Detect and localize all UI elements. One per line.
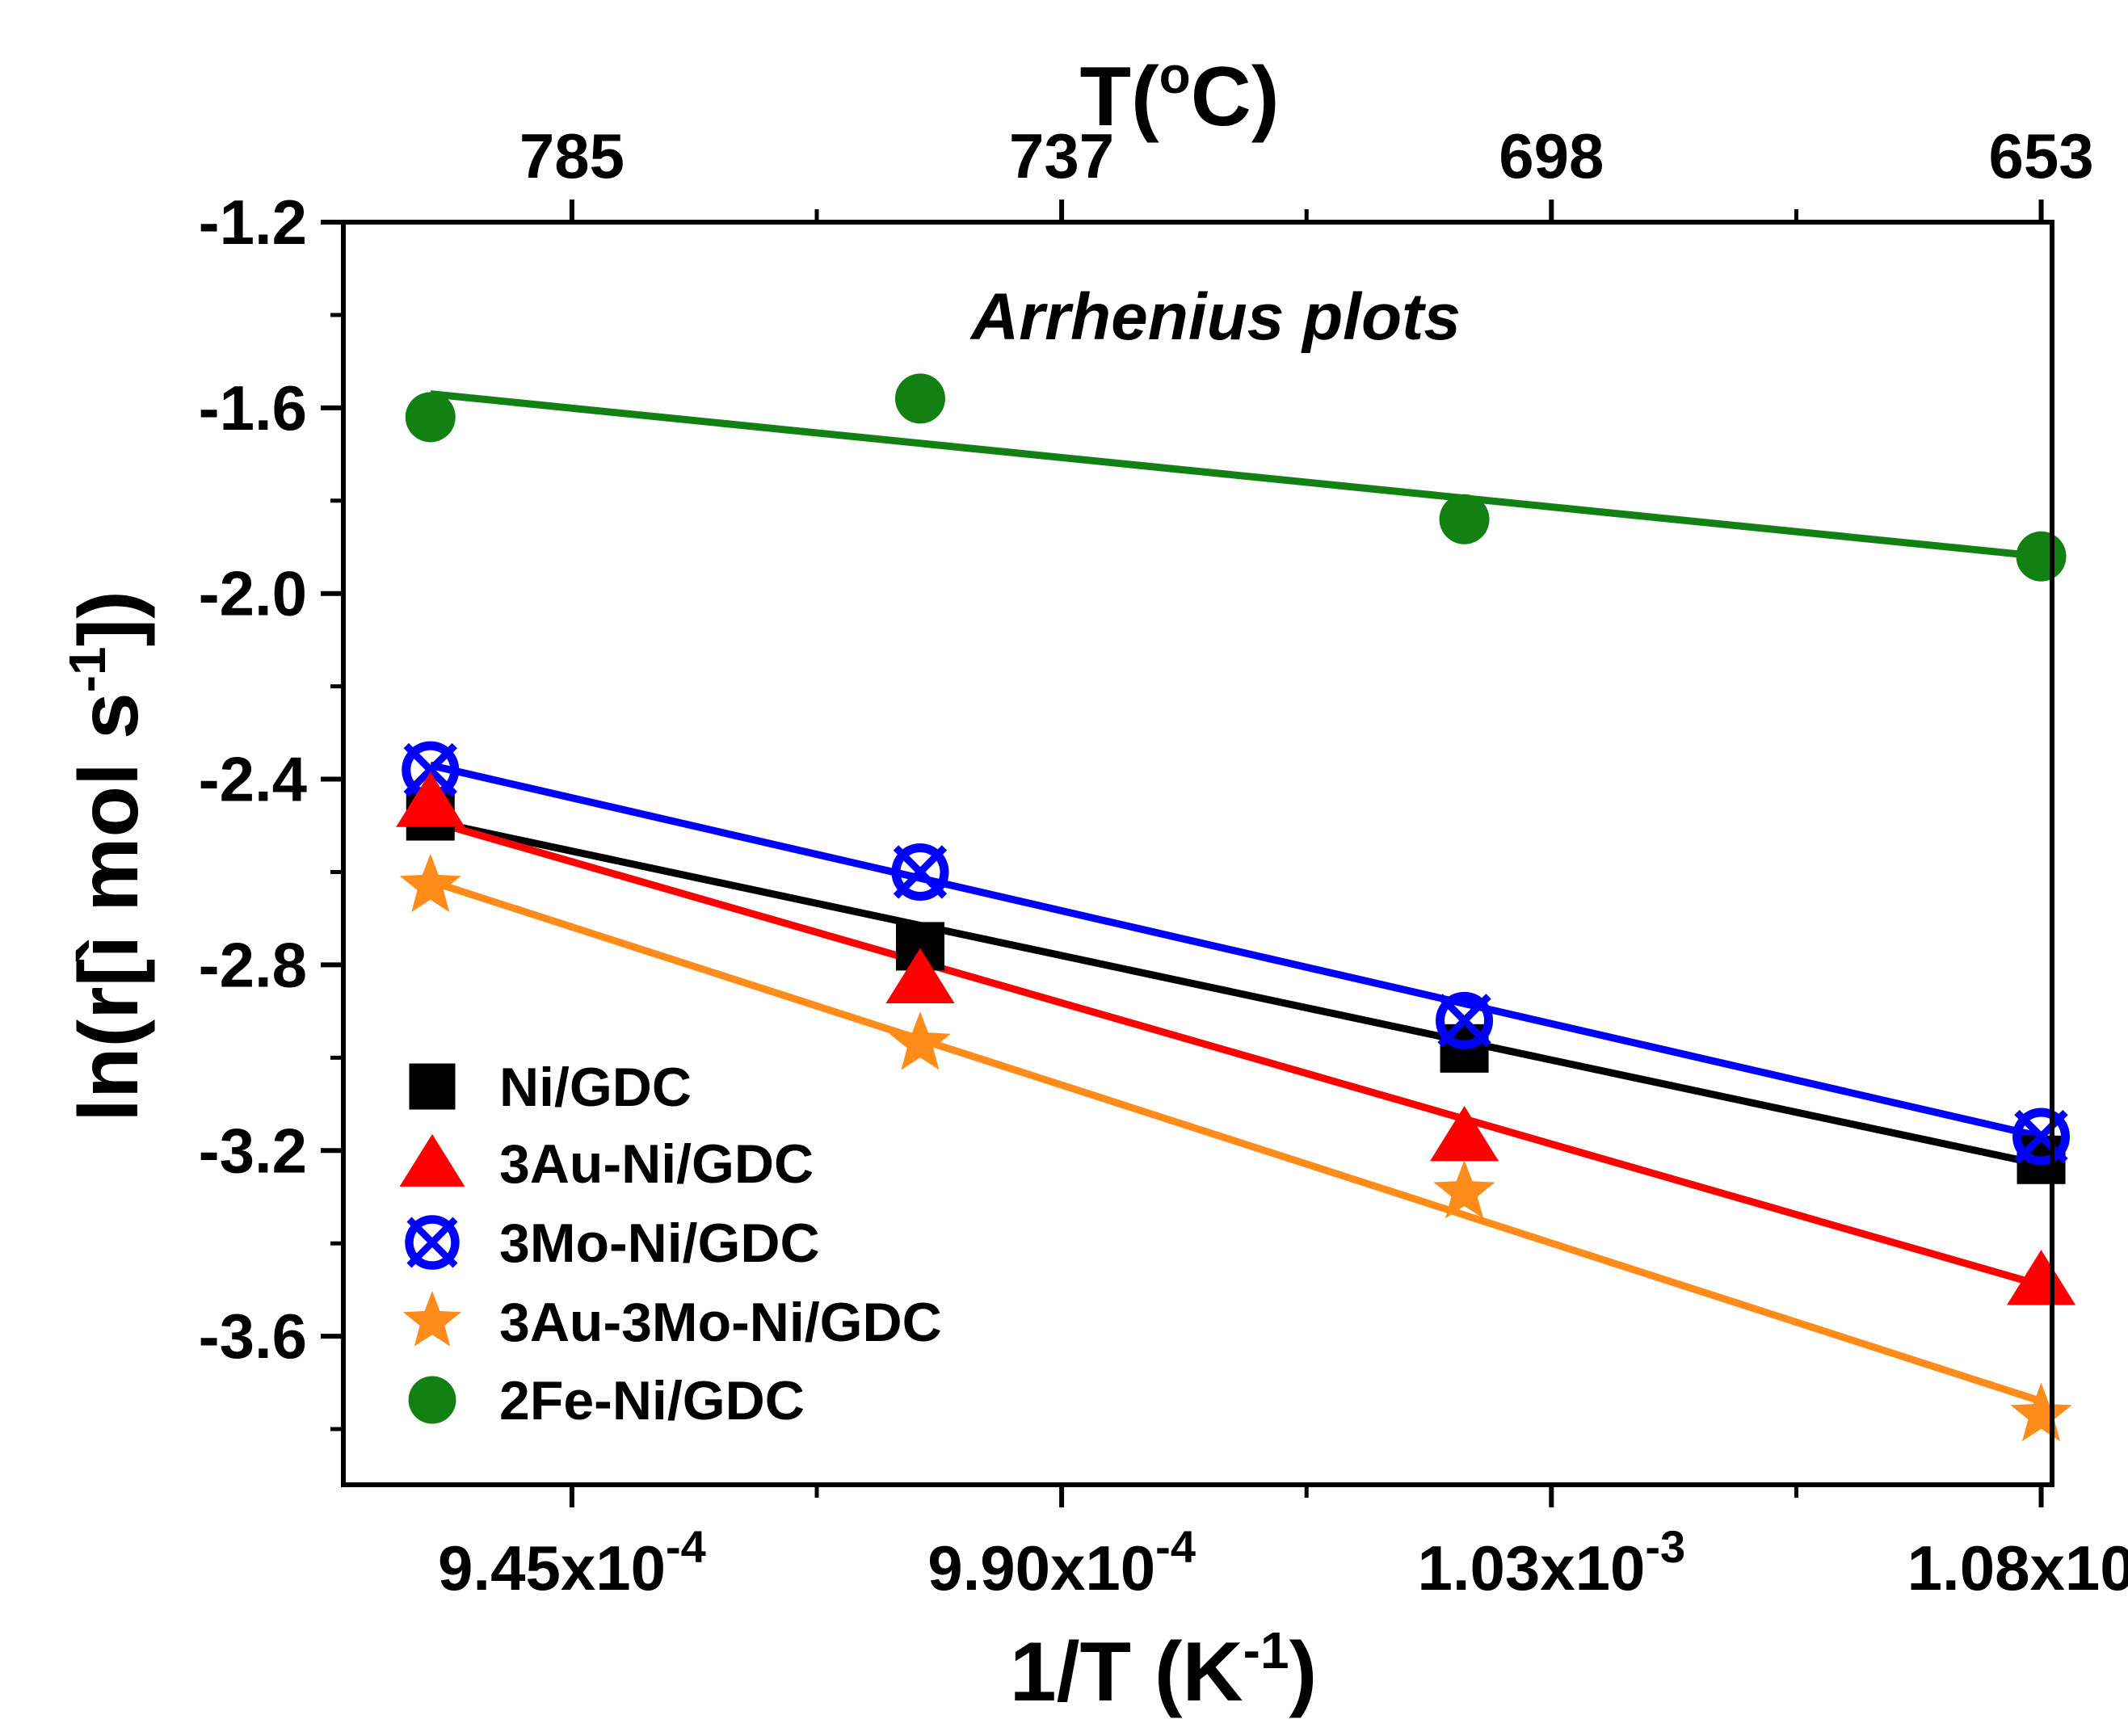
axis-ticks <box>321 200 2044 1507</box>
data-point <box>1436 991 1494 1049</box>
legend-label: 3Au-Ni/GDC <box>499 1133 814 1195</box>
legend-marker-shape <box>399 1133 465 1187</box>
fit-line <box>429 817 2042 1168</box>
data-point-shape <box>885 948 955 1004</box>
data-point <box>2010 1382 2072 1442</box>
x-axis-title: 1/T (K-1) <box>1010 1621 1317 1719</box>
y-tick-label: -1.2 <box>199 187 307 258</box>
data-point-shape <box>1429 1106 1499 1162</box>
top-axis-title: T(oC) <box>1079 46 1279 144</box>
fit-line <box>429 817 2042 1289</box>
y-tick-label: -1.6 <box>199 372 307 443</box>
data-point-shape <box>2006 1250 2076 1305</box>
legend-marker <box>409 1063 456 1110</box>
legend-label: Ni/GDC <box>499 1057 692 1118</box>
data-point-shape <box>396 771 465 827</box>
x-tick-label: 1.08x10-3 <box>1907 1521 2128 1604</box>
top-tick-label: 785 <box>519 120 625 191</box>
y-tick-label: -2.8 <box>199 929 307 1000</box>
top-tick-label: 737 <box>1009 120 1114 191</box>
fit-line <box>429 761 2042 1141</box>
data-markers <box>396 373 2076 1442</box>
legend-marker <box>408 1376 456 1424</box>
data-point <box>889 1011 951 1070</box>
fit-line <box>429 877 2042 1405</box>
tick-labels: -1.2 -1.6 -2.0 -2.4 -2.8 -3.2 -3.6 9.45x10-4 9.9… <box>199 120 2128 1604</box>
data-point <box>1429 1106 1499 1162</box>
top-tick-label: 653 <box>1988 120 2093 191</box>
data-point <box>2016 531 2067 582</box>
y-tick-label: -3.6 <box>199 1301 307 1372</box>
data-point-shape <box>399 853 461 913</box>
data-point <box>399 853 461 913</box>
data-point-shape <box>2016 531 2067 582</box>
data-point <box>396 771 465 827</box>
legend-marker-shape <box>402 1291 462 1347</box>
data-point-shape <box>894 373 945 424</box>
legend-marker <box>405 1215 460 1270</box>
y-tick-label: -2.0 <box>199 558 307 629</box>
legend: Ni/GDC 3Au-Ni/GDC 3Mo-Ni/GDC 3Au-3Mo-Ni/GDC… <box>399 1057 942 1431</box>
arrhenius-annotation: Arrhenius plots <box>969 280 1461 354</box>
data-point-cross <box>893 845 948 899</box>
data-point-shape <box>1433 1160 1495 1219</box>
legend-marker <box>402 1291 462 1347</box>
legend-marker <box>399 1133 465 1187</box>
plot-frame <box>341 220 2054 1487</box>
data-point <box>2012 1108 2071 1166</box>
data-point <box>894 373 945 424</box>
data-point-shape <box>889 1011 951 1070</box>
data-point-cross <box>1437 994 1491 1048</box>
top-tick-label: 698 <box>1499 120 1604 191</box>
data-point <box>405 392 456 443</box>
legend-marker-ring <box>405 1215 460 1270</box>
legend-marker-cross <box>406 1217 458 1268</box>
data-point-ring <box>2012 1108 2071 1166</box>
fit-line <box>430 390 2042 561</box>
data-point-shape <box>405 392 456 443</box>
x-tick-label: 9.90x10-4 <box>927 1521 1196 1604</box>
data-point <box>1439 494 1490 544</box>
data-point-cross <box>2014 1109 2068 1164</box>
data-point <box>2006 1250 2076 1305</box>
legend-label: 2Fe-Ni/GDC <box>499 1370 805 1431</box>
x-tick-label: 1.03x10-3 <box>1417 1521 1685 1604</box>
data-point <box>885 948 955 1004</box>
legend-marker-shape <box>408 1376 456 1424</box>
fit-lines <box>429 390 2042 1405</box>
data-point-ring <box>1436 991 1494 1049</box>
data-point <box>1433 1160 1495 1219</box>
y-tick-label: -3.2 <box>199 1115 307 1186</box>
data-point <box>891 843 949 901</box>
legend-marker-shape <box>409 1063 456 1110</box>
legend-label: 3Mo-Ni/GDC <box>499 1213 820 1274</box>
data-point-shape <box>2010 1382 2072 1442</box>
y-tick-label: -2.4 <box>199 744 307 815</box>
x-tick-label: 9.45x10-4 <box>438 1521 706 1604</box>
y-axis-title: ln(r[ì mol s-1]) <box>58 591 156 1122</box>
data-point-shape <box>1439 494 1490 544</box>
legend-label: 3Au-3Mo-Ni/GDC <box>499 1292 942 1353</box>
data-point-ring <box>891 843 949 901</box>
data-point-cross <box>403 742 457 797</box>
